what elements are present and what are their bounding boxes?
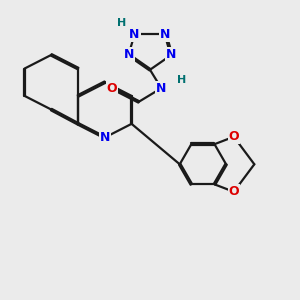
Text: H: H bbox=[117, 18, 127, 28]
Text: N: N bbox=[100, 131, 110, 144]
Text: N: N bbox=[160, 28, 171, 40]
Text: H: H bbox=[177, 75, 186, 85]
Text: O: O bbox=[229, 185, 239, 198]
Text: N: N bbox=[123, 48, 134, 62]
Text: O: O bbox=[106, 82, 117, 95]
Text: O: O bbox=[229, 130, 239, 143]
Text: N: N bbox=[129, 28, 140, 40]
Text: N: N bbox=[156, 82, 166, 95]
Text: N: N bbox=[166, 48, 177, 62]
